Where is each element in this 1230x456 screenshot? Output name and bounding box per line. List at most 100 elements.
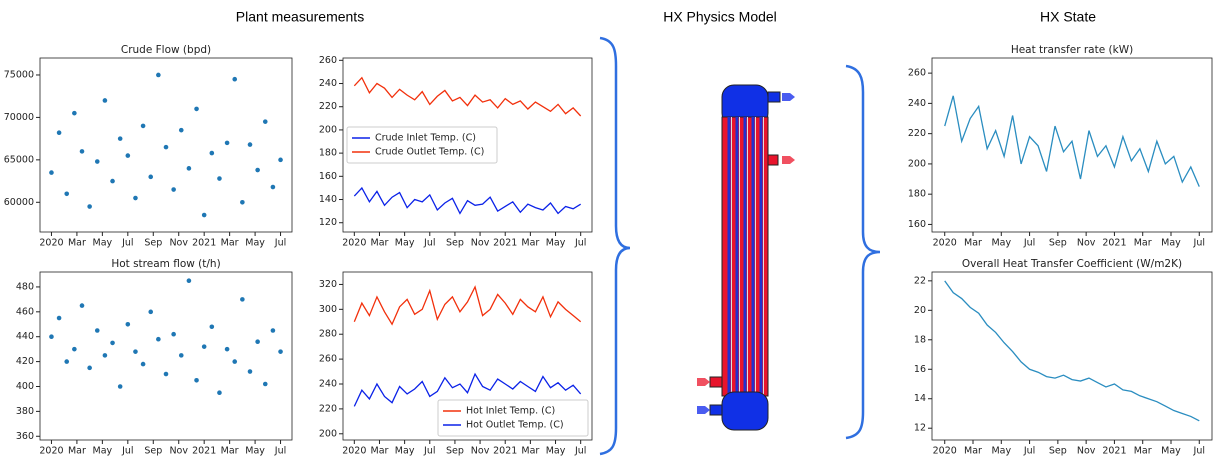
point — [148, 174, 154, 180]
arrow-in — [697, 378, 710, 386]
y-tick-label: 460 — [16, 306, 34, 317]
point — [117, 136, 123, 141]
x-tick-label: May — [991, 446, 1011, 456]
line — [353, 186, 582, 215]
x-tick-label: Mar — [1134, 238, 1152, 249]
point — [240, 297, 245, 302]
x-tick-label: Jul — [574, 238, 586, 249]
point — [163, 371, 169, 377]
line — [353, 285, 582, 326]
nozzle — [767, 91, 781, 103]
line — [353, 372, 582, 407]
x-tick-label: May — [395, 446, 415, 456]
point — [255, 339, 260, 344]
point — [79, 149, 85, 154]
x-tick-label: Jul — [423, 446, 435, 456]
point — [194, 377, 199, 383]
y-tick-label: 240 — [319, 379, 337, 390]
plot-frame — [39, 271, 293, 441]
point — [110, 178, 115, 184]
y-tick-label: 260 — [319, 55, 337, 66]
point — [79, 303, 85, 308]
y-tick-label: 75000 — [4, 69, 34, 80]
y-tick-label: 14 — [914, 393, 926, 404]
point — [117, 384, 123, 389]
x-tick-label: Jul — [274, 238, 286, 249]
x-tick-label: 2020 — [933, 238, 957, 249]
y-tick-label: 180 — [908, 189, 926, 200]
legend-label: Hot Outlet Temp. (C) — [466, 420, 564, 431]
y-tick-label: 160 — [319, 171, 337, 182]
x-tick-label: Nov — [471, 238, 490, 249]
x-tick-label: Nov — [169, 238, 188, 249]
point — [87, 204, 92, 209]
x-tick-label: May — [245, 446, 265, 456]
chart-title: Hot stream flow (t/h) — [111, 258, 220, 270]
point — [102, 353, 108, 358]
arrow-in — [697, 406, 710, 414]
point — [262, 381, 268, 387]
brace — [845, 64, 881, 440]
plot-frame — [342, 271, 593, 441]
point — [232, 359, 238, 364]
x-tick-label: 2021 — [493, 446, 517, 456]
x-tick-label: Nov — [1077, 446, 1096, 456]
point — [56, 315, 62, 321]
x-tick-label: Mar — [221, 446, 239, 456]
y-tick-label: 260 — [908, 68, 926, 79]
y-tick-label: 120 — [319, 217, 337, 228]
y-tick-label: 260 — [319, 354, 337, 365]
point — [64, 359, 70, 364]
point — [133, 349, 138, 354]
point — [240, 199, 245, 205]
x-tick-label: Mar — [371, 238, 389, 249]
x-tick-label: Nov — [471, 446, 490, 456]
x-tick-label: Mar — [68, 446, 86, 456]
nozzle — [709, 376, 723, 388]
point — [133, 195, 138, 201]
x-tick-label: Mar — [521, 238, 539, 249]
point — [64, 191, 70, 197]
point — [163, 144, 169, 150]
y-tick-label: 300 — [319, 304, 337, 315]
x-tick-label: 2021 — [493, 238, 517, 249]
y-tick-label: 180 — [319, 148, 337, 159]
point — [87, 365, 92, 371]
x-tick-label: Sep — [446, 238, 464, 249]
point — [156, 72, 161, 78]
x-tick-label: Mar — [964, 446, 982, 456]
point — [171, 187, 176, 192]
chart-title: Heat transfer rate (kW) — [1011, 44, 1133, 56]
x-tick-label: Sep — [446, 446, 464, 456]
y-tick-label: 280 — [319, 329, 337, 340]
y-tick-label: 220 — [319, 403, 337, 414]
legend-box — [346, 126, 498, 164]
x-tick-label: Jul — [121, 446, 133, 456]
plot-frame — [39, 57, 293, 233]
x-tick-label: May — [93, 446, 113, 456]
x-tick-label: 2020 — [342, 238, 366, 249]
y-tick-label: 360 — [16, 431, 34, 442]
point — [156, 336, 161, 342]
line — [944, 280, 1200, 422]
point — [186, 278, 192, 284]
point — [224, 140, 230, 146]
point — [262, 119, 268, 124]
point — [224, 346, 230, 352]
x-tick-label: Mar — [371, 446, 389, 456]
legend-box — [437, 399, 589, 437]
point — [194, 106, 199, 112]
x-tick-label: 2020 — [39, 446, 63, 456]
line — [353, 76, 582, 117]
x-tick-label: Mar — [1134, 446, 1152, 456]
y-tick-label: 320 — [319, 279, 337, 290]
y-tick-label: 380 — [16, 406, 34, 417]
point — [209, 150, 215, 156]
x-tick-label: Sep — [144, 446, 162, 456]
point — [217, 176, 222, 181]
x-tick-label: May — [93, 238, 113, 249]
x-tick-label: Nov — [1077, 238, 1096, 249]
point — [49, 334, 54, 340]
y-tick-label: 160 — [908, 219, 926, 230]
